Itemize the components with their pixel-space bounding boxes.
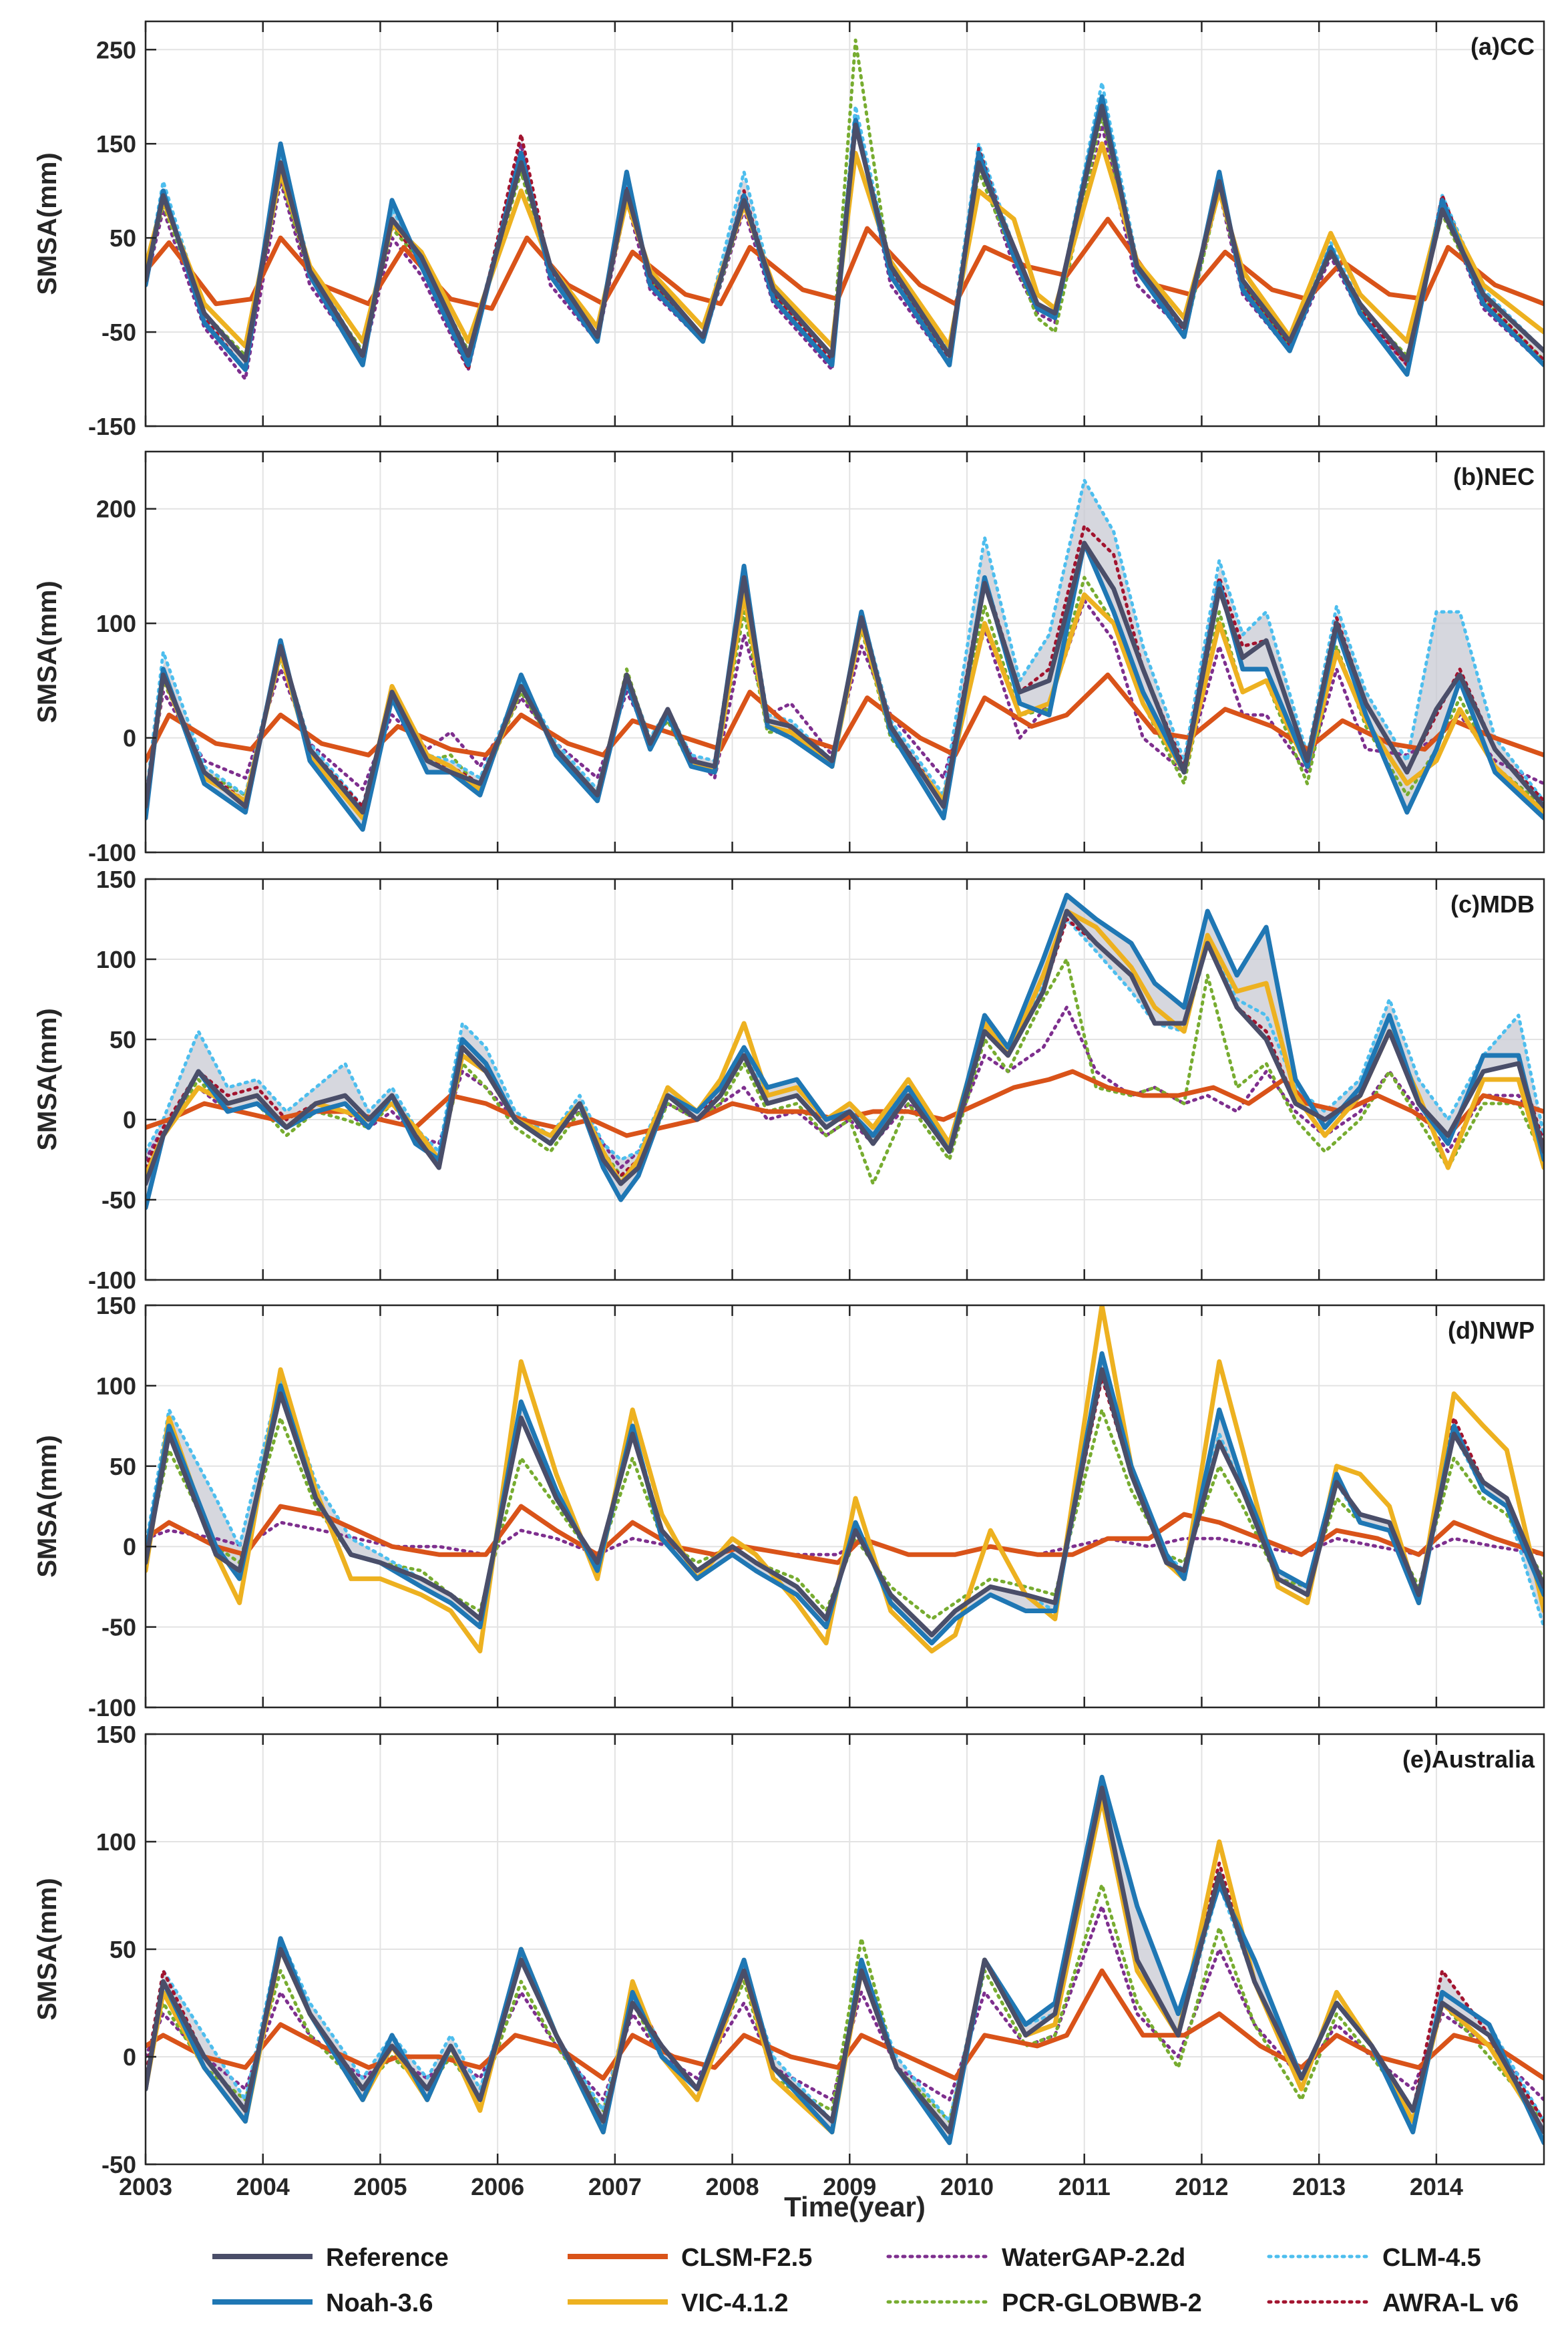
y-tick-label: 50 — [110, 1453, 136, 1480]
legend-label: CLM-4.5 — [1382, 2244, 1481, 2272]
y-tick-label: 150 — [96, 866, 136, 893]
y-axis-label: SMSA(mm) — [33, 152, 62, 295]
legend-label: WaterGAP-2.2d — [1002, 2244, 1185, 2272]
y-tick-label: -50 — [102, 319, 136, 346]
y-tick-label: 150 — [96, 130, 136, 158]
panel-label: (a)CC — [1471, 33, 1535, 60]
x-tick-label: 2011 — [1058, 2173, 1111, 2200]
x-tick-label: 2003 — [119, 2173, 172, 2200]
legend-item-noah-3-6: Noah-3.6 — [212, 2289, 433, 2317]
y-tick-label: 100 — [96, 946, 136, 973]
y-tick-label: 250 — [96, 36, 136, 63]
x-tick-label: 2014 — [1410, 2173, 1463, 2200]
legend-label: Reference — [326, 2244, 449, 2272]
y-tick-label: 150 — [96, 1292, 136, 1319]
legend-item-clsm-f2-5: CLSM-F2.5 — [568, 2244, 812, 2272]
series-line-watergap-2-2d — [146, 599, 1544, 797]
panel-a-cc: -150 -50 50 150 250 SMSA(mm) (a)CC — [33, 20, 1545, 440]
x-tick-label: 2004 — [236, 2173, 290, 2200]
legend-item-vic-4-1-2: VIC-4.1.2 — [568, 2289, 789, 2317]
y-tick-label: 0 — [123, 1533, 136, 1560]
y-tick-label: -100 — [88, 1694, 136, 1721]
y-tick-label: 50 — [110, 1936, 136, 1963]
x-tick-label: 2006 — [471, 2173, 524, 2200]
y-tick-label: 100 — [96, 1828, 136, 1856]
panel-b-nec: -100 0 100 200 SMSA(mm) (b)NEC — [33, 450, 1545, 866]
panel-e-australia: -50 0 50 100 150 SMSA(mm) (e)Australia — [33, 1721, 1545, 2178]
series-line-noah-3-6 — [146, 540, 1544, 832]
y-tick-label: 0 — [123, 1106, 136, 1134]
legend-label: Noah-3.6 — [326, 2289, 433, 2317]
y-tick-label: 200 — [96, 496, 136, 523]
legend-label: CLSM-F2.5 — [681, 2244, 812, 2272]
series-line-reference — [146, 540, 1544, 815]
series-line-reference — [146, 908, 1544, 1186]
x-tick-label: 2010 — [940, 2173, 994, 2200]
plot-frame — [144, 1304, 1545, 1709]
x-tick-label: 2009 — [823, 2173, 876, 2200]
series-line-noah-3-6 — [146, 892, 1544, 1210]
panel-c-mdb: -100 -50 0 50 100 150 SMSA(mm) (c)MDB — [33, 866, 1545, 1294]
y-tick-label: 50 — [110, 1026, 136, 1053]
series-line-reference — [146, 1786, 1544, 2135]
y-tick-label: -100 — [88, 1267, 136, 1294]
legend-item-reference: Reference — [212, 2244, 449, 2272]
panel-label: (d)NWP — [1448, 1317, 1535, 1344]
y-axis-label: SMSA(mm) — [33, 1878, 62, 2020]
series-line-clsm-f2-5 — [146, 1968, 1544, 2081]
y-tick-label: 0 — [123, 725, 136, 752]
panels: -150 -50 50 150 250 SMSA(mm) (a)CC -100 0 100 200 S… — [33, 20, 1545, 2200]
y-tick-label: -150 — [88, 413, 136, 440]
y-tick-label: -50 — [102, 1614, 136, 1641]
y-tick-label: 100 — [96, 1372, 136, 1399]
legend-label: AWRA-L v6 — [1382, 2289, 1519, 2317]
legend-item-watergap-2-2d: WaterGAP-2.2d — [886, 2244, 1185, 2272]
x-axis-label: Time(year) — [784, 2191, 926, 2222]
y-tick-label: -50 — [102, 1186, 136, 1214]
panel-label: (b)NEC — [1453, 463, 1535, 490]
plot-frame — [144, 450, 1545, 854]
x-tick-label: 2013 — [1292, 2173, 1346, 2200]
y-axis-label: SMSA(mm) — [33, 1435, 62, 1577]
y-tick-label: -50 — [102, 2151, 136, 2178]
series-line-watergap-2-2d — [146, 1520, 1544, 1556]
y-axis-label: SMSA(mm) — [33, 1008, 62, 1150]
panel-label: (c)MDB — [1450, 890, 1535, 918]
series-line-clsm-f2-5 — [146, 1504, 1544, 1565]
panel-label: (e)Australia — [1402, 1745, 1535, 1773]
legend-label: VIC-4.1.2 — [681, 2289, 789, 2317]
x-tick-label: 2012 — [1175, 2173, 1228, 2200]
legend-label: PCR-GLOBWB-2 — [1002, 2289, 1202, 2317]
y-tick-label: 50 — [110, 224, 136, 252]
legend-item-awra-l-v6: AWRA-L v6 — [1267, 2289, 1519, 2317]
y-tick-label: -100 — [88, 839, 136, 866]
series-line-reference — [146, 104, 1544, 363]
legend: Reference CLSM-F2.5 WaterGAP-2.2d CLM-4.5 No… — [212, 2244, 1519, 2317]
y-tick-label: 0 — [123, 2043, 136, 2071]
panel-d-nwp: -100 -50 0 50 100 150 SMSA(mm) (d)NWP — [33, 1292, 1545, 1721]
x-tick-label: 2005 — [353, 2173, 407, 2200]
y-tick-label: 100 — [96, 610, 136, 637]
x-tick-label: 2007 — [588, 2173, 642, 2200]
series-line-reference — [146, 1367, 1544, 1638]
y-tick-label: 150 — [96, 1721, 136, 1748]
plot-frame — [144, 20, 1545, 428]
legend-item-clm-4-5: CLM-4.5 — [1267, 2244, 1481, 2272]
plot-frame — [144, 878, 1545, 1281]
y-axis-label: SMSA(mm) — [33, 580, 62, 723]
x-tick-label: 2008 — [706, 2173, 759, 2200]
legend-item-pcr-globwb-2: PCR-GLOBWB-2 — [886, 2289, 1202, 2317]
